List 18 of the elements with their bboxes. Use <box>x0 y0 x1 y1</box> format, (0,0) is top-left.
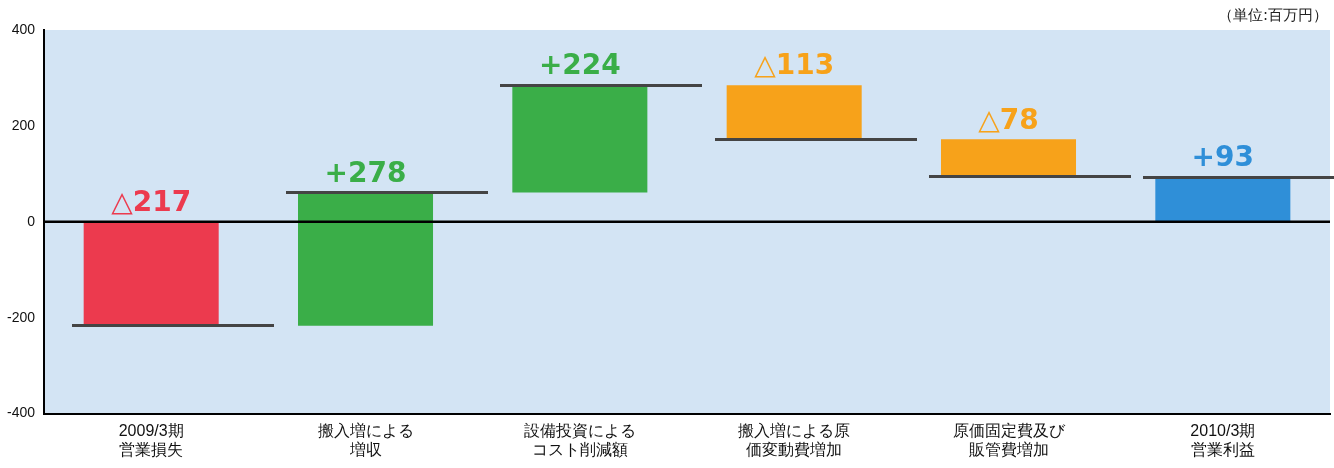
x-tick-label: 搬入増による増収 <box>317 421 414 458</box>
x-tick-label: 2010/3期営業利益 <box>1190 421 1256 458</box>
data-label: +93 <box>1191 140 1255 174</box>
y-tick-label: -200 <box>6 308 36 325</box>
y-tick-label: 200 <box>11 116 36 133</box>
y-tick-label: -400 <box>6 404 36 421</box>
data-label: +278 <box>324 155 407 189</box>
y-tick-label: 0 <box>27 212 36 229</box>
x-tick-label: 原価固定費及び販管費増加 <box>952 421 1066 458</box>
y-tick-label: 400 <box>11 20 36 37</box>
data-label: △78 <box>978 102 1039 136</box>
text: （単位:百万円） <box>1217 6 1328 25</box>
x-tick-label: 2009/3期営業損失 <box>118 421 184 458</box>
data-label: △217 <box>111 185 192 219</box>
x-tick-label: 設備投資によるコスト削減額 <box>523 421 636 458</box>
data-label: +224 <box>538 48 621 82</box>
x-tick-label: 搬入増による原価変動費増加 <box>738 421 851 458</box>
data-label: △113 <box>754 48 835 82</box>
